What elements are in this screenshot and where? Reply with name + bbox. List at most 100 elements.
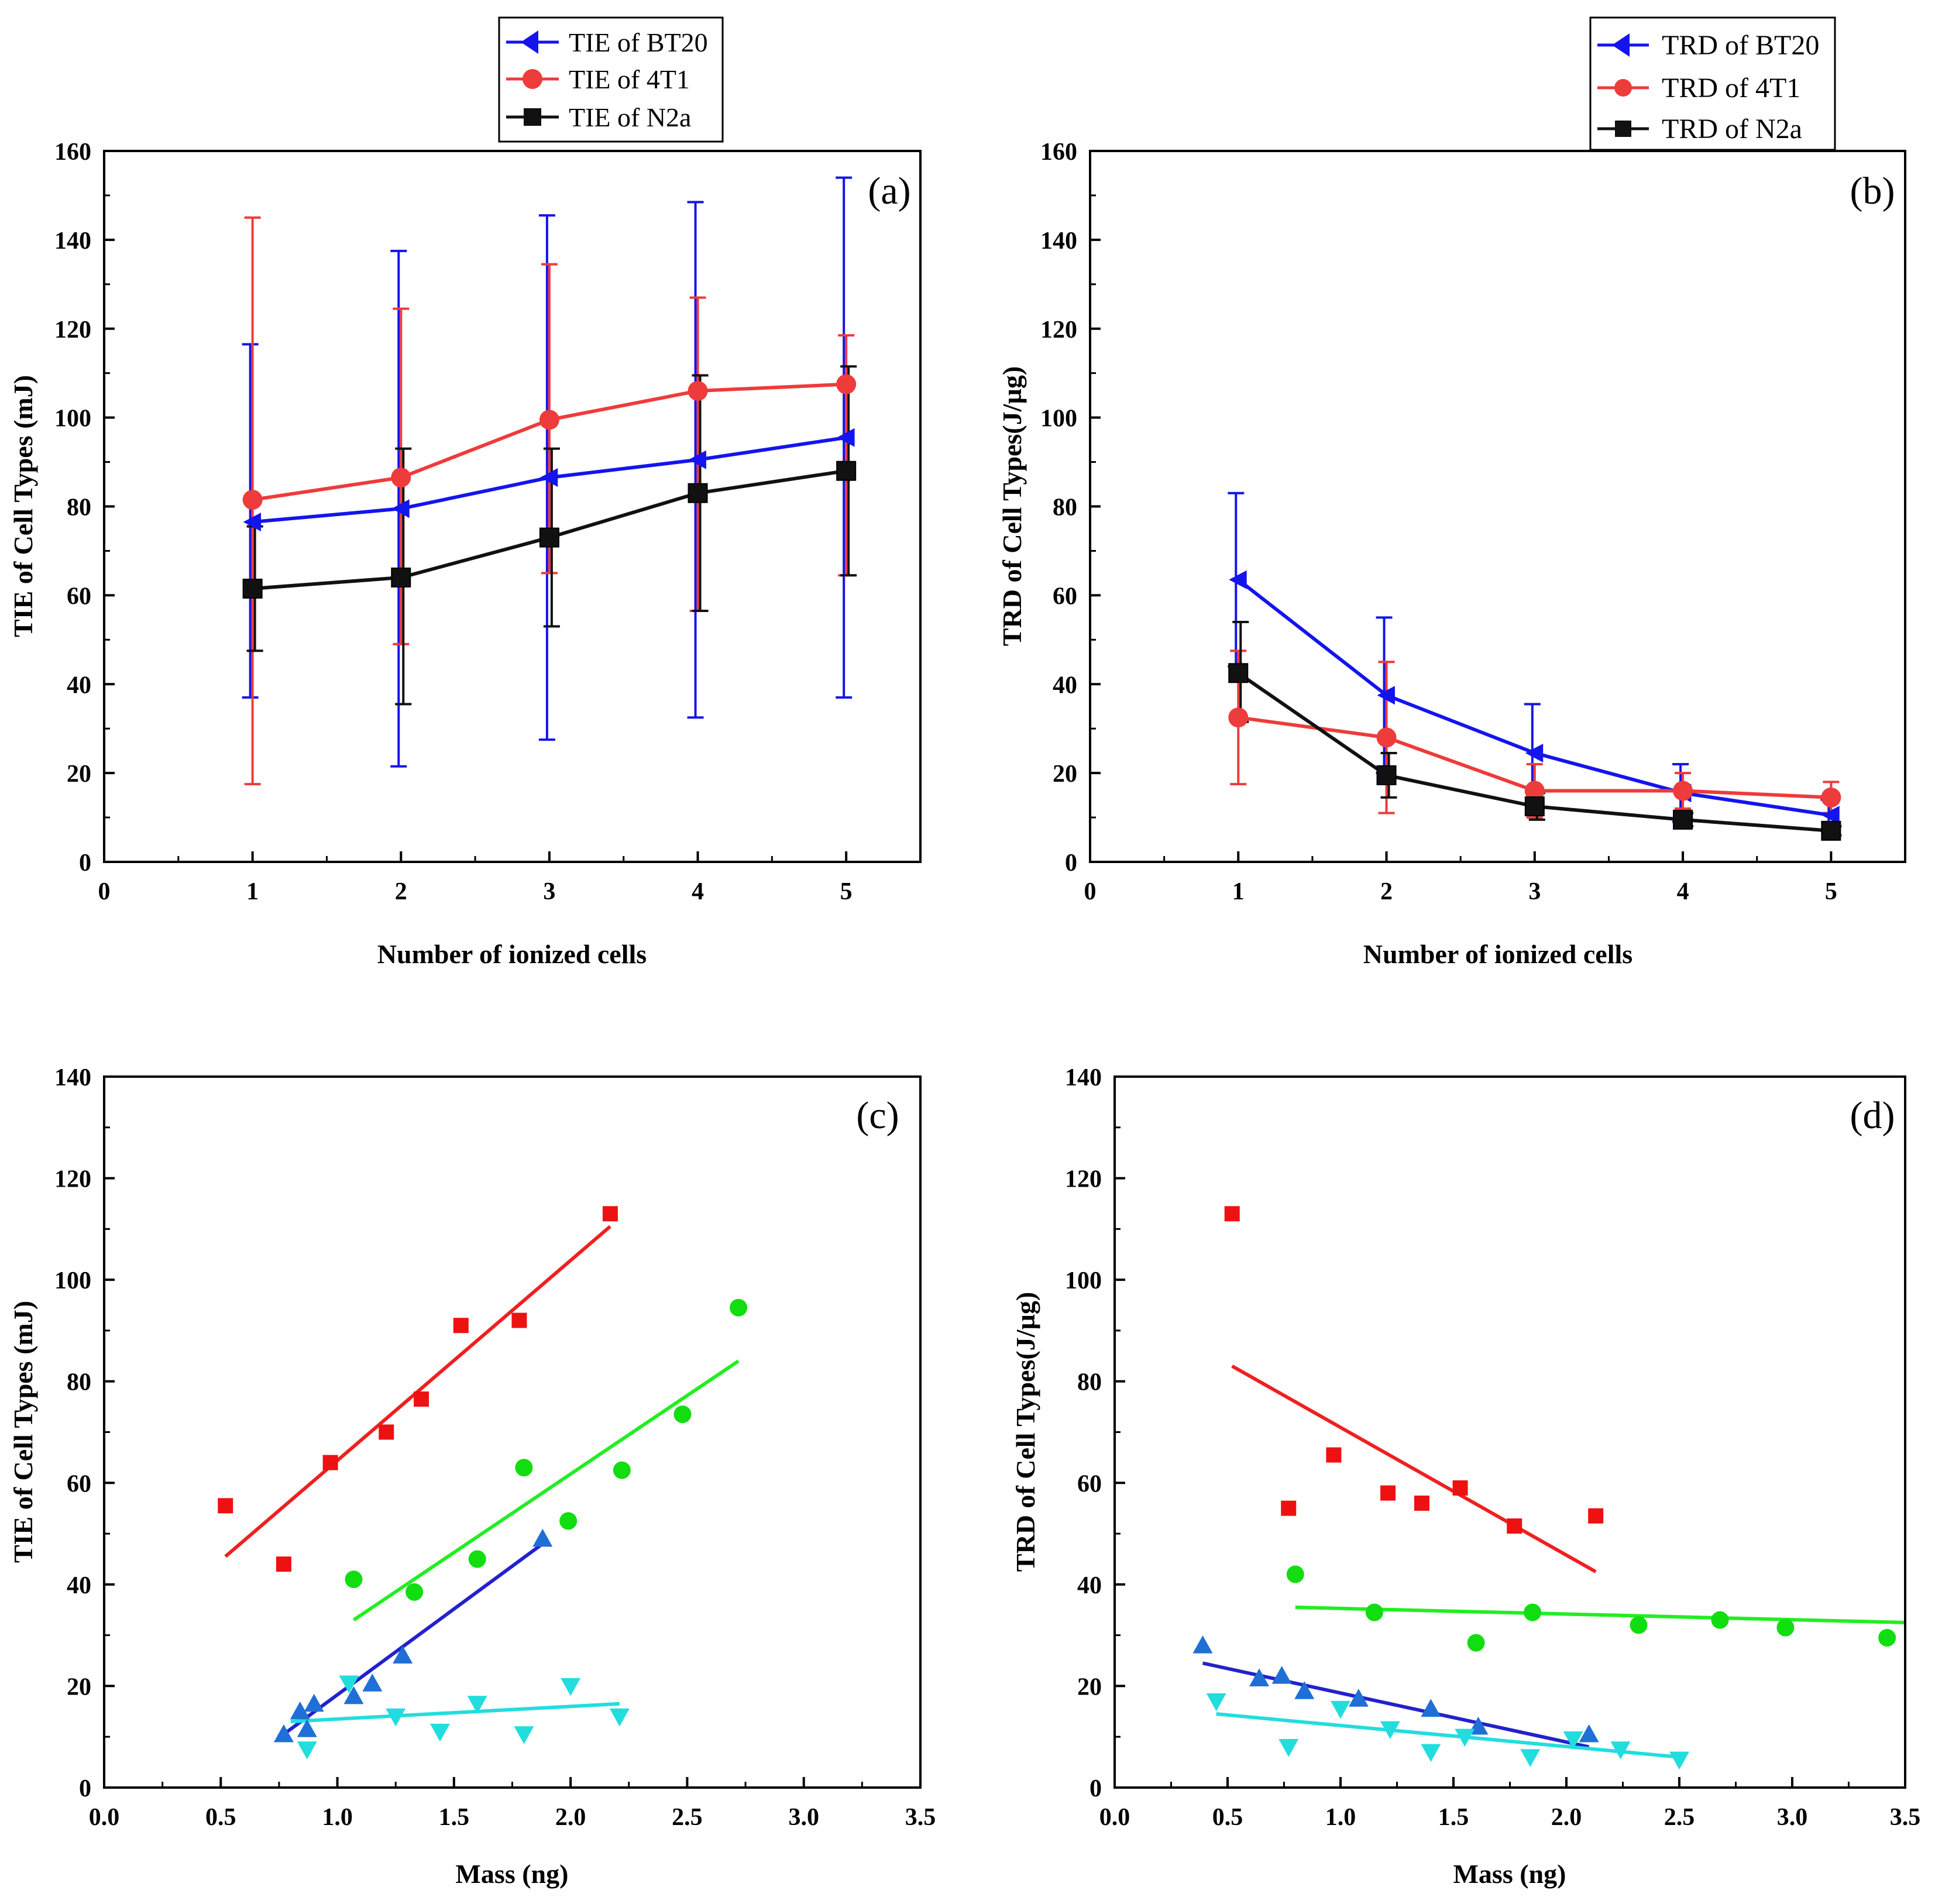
panel-a-y-axis-title: TIE of Cell Types (mJ) bbox=[8, 375, 38, 637]
scatter-point bbox=[345, 1570, 363, 1589]
y-tick-label: 140 bbox=[1040, 228, 1077, 255]
scatter-point bbox=[1414, 1496, 1429, 1511]
scatter-point bbox=[559, 1512, 578, 1530]
scatter-point bbox=[613, 1461, 631, 1479]
y-tick-label: 0 bbox=[79, 1775, 91, 1802]
scatter-point bbox=[1467, 1634, 1485, 1652]
scatter-point bbox=[1610, 1741, 1631, 1759]
y-tick-label: 140 bbox=[54, 228, 91, 255]
scatter-point bbox=[1421, 1744, 1441, 1762]
legend-item-tie-n2a: TIE of N2a bbox=[506, 102, 691, 132]
data-point bbox=[688, 450, 706, 469]
data-point bbox=[1821, 787, 1841, 807]
panel-d-x-axis-title: Mass (ng) bbox=[1453, 1859, 1566, 1889]
x-tick-label: 0.5 bbox=[205, 1804, 236, 1831]
scatter-point bbox=[532, 1528, 553, 1547]
x-tick-label: 4 bbox=[692, 878, 704, 905]
scatter-point bbox=[304, 1693, 324, 1712]
fit-line bbox=[352, 1359, 740, 1622]
scatter-point bbox=[1878, 1628, 1896, 1647]
scatter-point bbox=[322, 1455, 338, 1470]
data-point bbox=[836, 460, 857, 481]
panel-b-y-axis-title: TRD of Cell Types(J/µg) bbox=[997, 366, 1027, 646]
y-tick-label: 120 bbox=[1040, 317, 1077, 343]
data-point bbox=[1821, 806, 1840, 825]
x-tick-label: 1.5 bbox=[1438, 1804, 1469, 1831]
panel-a-x-axis-title: Number of ionized cells bbox=[377, 939, 647, 969]
scatter-point bbox=[379, 1424, 394, 1440]
panel-a-plot-frame bbox=[103, 150, 922, 863]
panel-b-x-axis-title: Number of ionized cells bbox=[1363, 939, 1632, 969]
scatter-point bbox=[1380, 1485, 1396, 1501]
data-point bbox=[1673, 781, 1693, 801]
circle-marker-icon bbox=[1614, 79, 1632, 97]
data-point bbox=[1673, 809, 1693, 830]
y-tick-label: 140 bbox=[1065, 1064, 1102, 1091]
scatter-point bbox=[1711, 1611, 1729, 1629]
legend-label-trd-4t1: TRD of 4T1 bbox=[1662, 73, 1800, 104]
y-tick-label: 120 bbox=[54, 317, 91, 343]
scatter-point bbox=[453, 1318, 469, 1334]
legend-item-tie-bt20: TIE of BT20 bbox=[506, 28, 708, 57]
x-tick-label: 2 bbox=[1380, 878, 1393, 905]
x-tick-label: 0 bbox=[98, 878, 111, 905]
x-tick-label: 1.0 bbox=[322, 1804, 353, 1831]
data-point bbox=[1229, 570, 1247, 589]
scatter-point bbox=[468, 1550, 486, 1568]
x-tick-label: 0.5 bbox=[1212, 1804, 1243, 1831]
data-point bbox=[391, 568, 411, 587]
x-tick-label: 5 bbox=[840, 878, 853, 905]
y-tick-label: 40 bbox=[1077, 1572, 1102, 1599]
scatter-point bbox=[609, 1708, 630, 1727]
scatter-point bbox=[1524, 1603, 1542, 1621]
panel-d-plot-frame bbox=[1113, 1075, 1906, 1789]
panel-b-legend: TRD of BT20 TRD of 4T1 TRD of N2a bbox=[1589, 16, 1836, 151]
x-tick-label: 2.0 bbox=[1551, 1804, 1582, 1831]
fit-line bbox=[283, 1542, 544, 1736]
y-tick-label: 60 bbox=[1077, 1470, 1102, 1497]
scatter-point bbox=[602, 1206, 618, 1222]
panel-d-label: (d) bbox=[1850, 1094, 1895, 1137]
scatter-point bbox=[467, 1696, 487, 1714]
data-point bbox=[539, 527, 559, 548]
scatter-point bbox=[1192, 1635, 1213, 1654]
panel-a-tie-vs-ionized-cells: 0 1 2 3 4 5 0 20 40 60 80 100 120 140 160 (a) Number o… bbox=[8, 139, 922, 969]
data-point bbox=[243, 513, 262, 532]
scatter-point bbox=[1281, 1500, 1297, 1516]
y-tick-label: 160 bbox=[54, 139, 91, 166]
y-tick-label: 80 bbox=[1053, 494, 1077, 521]
scatter-point bbox=[218, 1498, 233, 1514]
y-tick-label: 60 bbox=[67, 583, 91, 610]
x-tick-label: 2 bbox=[395, 878, 407, 905]
data-point bbox=[391, 499, 410, 518]
scatter-point bbox=[1365, 1603, 1383, 1621]
scatter-point bbox=[1224, 1206, 1240, 1222]
data-point bbox=[1376, 765, 1397, 785]
y-tick-label: 140 bbox=[54, 1064, 91, 1091]
data-point bbox=[391, 468, 411, 488]
y-tick-label: 20 bbox=[1077, 1673, 1102, 1700]
scatter-point bbox=[1630, 1616, 1648, 1634]
x-tick-label: 1.0 bbox=[1325, 1804, 1356, 1831]
panel-d-y-axis-title: TRD of Cell Types(J/µg) bbox=[1011, 1292, 1040, 1572]
data-point bbox=[1525, 743, 1544, 762]
scatter-point bbox=[386, 1708, 406, 1727]
scatter-point bbox=[276, 1556, 291, 1572]
scatter-point bbox=[1331, 1700, 1350, 1719]
data-point bbox=[1524, 796, 1545, 817]
y-tick-label: 40 bbox=[67, 1572, 91, 1599]
y-tick-label: 160 bbox=[1040, 139, 1077, 166]
scatter-point bbox=[1507, 1518, 1522, 1534]
triangle-left-marker-icon bbox=[1612, 33, 1630, 57]
panel-c-label: (c) bbox=[856, 1094, 899, 1137]
scatter-point bbox=[730, 1298, 748, 1317]
y-tick-label: 80 bbox=[67, 1369, 91, 1396]
scatter-point bbox=[1579, 1724, 1599, 1743]
scatter-point bbox=[405, 1583, 424, 1601]
scatter-point bbox=[515, 1459, 533, 1477]
data-point bbox=[242, 578, 263, 599]
scatter-point bbox=[297, 1741, 317, 1759]
scatter-point bbox=[414, 1391, 429, 1407]
scatter-point bbox=[393, 1645, 413, 1664]
x-tick-label: 2.0 bbox=[555, 1804, 586, 1831]
